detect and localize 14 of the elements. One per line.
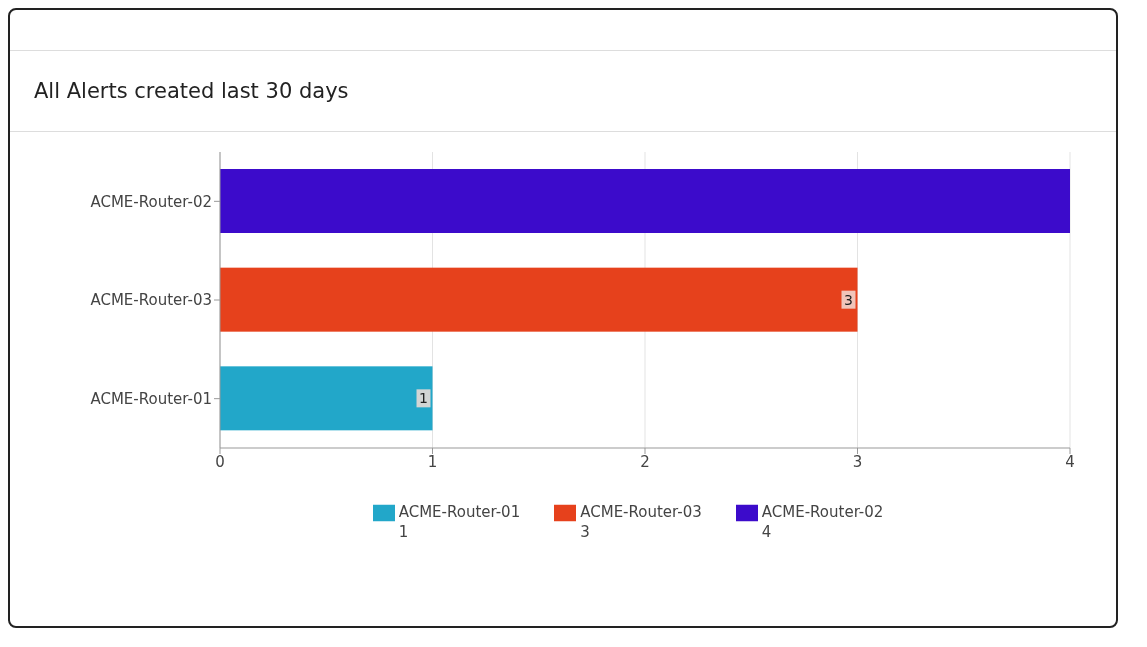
x-tick-label: 4	[1065, 452, 1075, 471]
legend-label: ACME-Router-03 3	[580, 502, 702, 542]
legend-label: ACME-Router-02 4	[761, 502, 884, 542]
x-tick-label: 3	[852, 452, 863, 471]
x-tick-label: 0	[215, 452, 225, 471]
data-label: 1	[419, 390, 428, 407]
y-tick-label: ACME-Router-02	[90, 192, 212, 211]
chart-title: All Alerts created last 30 days	[10, 51, 1116, 132]
x-tick-label: 1	[427, 452, 438, 471]
y-tick-label: ACME-Router-01	[90, 389, 212, 408]
x-tick-label: 2	[640, 452, 650, 471]
legend-label: ACME-Router-01 1	[398, 502, 521, 542]
data-label: 3	[844, 291, 853, 308]
y-tick-label: ACME-Router-03	[90, 291, 212, 310]
